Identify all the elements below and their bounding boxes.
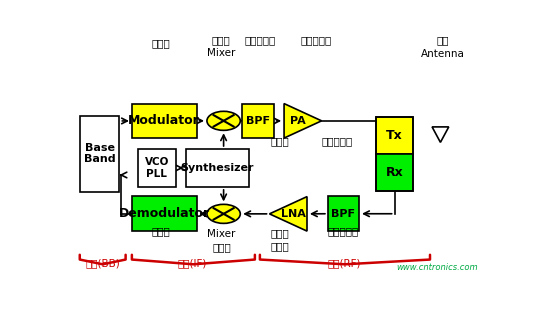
FancyBboxPatch shape: [132, 197, 196, 231]
Text: LNA: LNA: [281, 209, 306, 219]
Text: 合成器: 合成器: [271, 137, 289, 146]
FancyBboxPatch shape: [80, 116, 119, 192]
Text: 調變器: 調變器: [152, 38, 171, 48]
FancyBboxPatch shape: [138, 149, 175, 187]
Text: 混頻器: 混頻器: [212, 242, 231, 252]
Text: Synthesizer: Synthesizer: [181, 163, 254, 173]
Text: 天線: 天線: [436, 36, 449, 45]
Text: 混頻器: 混頻器: [211, 36, 230, 45]
Text: PA: PA: [289, 116, 306, 126]
Text: VCO
PLL: VCO PLL: [145, 157, 169, 179]
Text: Rx: Rx: [386, 166, 404, 179]
Text: Base
Band: Base Band: [84, 143, 115, 164]
Polygon shape: [270, 197, 307, 231]
Text: 帶通濾波器: 帶通濾波器: [328, 226, 359, 236]
Text: 低雜訊: 低雜訊: [271, 228, 289, 238]
Circle shape: [207, 111, 240, 130]
Text: 傳送接收器: 傳送接收器: [322, 137, 353, 146]
Text: 帶通濾波器: 帶通濾波器: [244, 36, 275, 45]
Text: 解調器: 解調器: [152, 226, 171, 236]
Text: BPF: BPF: [331, 209, 356, 219]
Polygon shape: [284, 104, 322, 138]
FancyBboxPatch shape: [328, 197, 359, 231]
Text: Antenna: Antenna: [421, 49, 464, 59]
Polygon shape: [432, 127, 449, 142]
FancyBboxPatch shape: [186, 149, 249, 187]
Text: BPF: BPF: [246, 116, 270, 126]
Text: www.cntronics.com: www.cntronics.com: [397, 263, 478, 272]
Text: 放大器: 放大器: [271, 241, 289, 251]
Text: 功率放大器: 功率放大器: [301, 36, 332, 45]
FancyBboxPatch shape: [376, 117, 413, 154]
Text: 射頻(RF): 射頻(RF): [328, 258, 362, 268]
Text: 中頻(IF): 中頻(IF): [178, 258, 207, 268]
FancyBboxPatch shape: [376, 154, 413, 191]
Text: Modulator: Modulator: [129, 114, 200, 127]
Text: Mixer: Mixer: [207, 229, 236, 239]
Text: Tx: Tx: [386, 129, 403, 142]
Circle shape: [207, 204, 240, 223]
Text: Mixer: Mixer: [207, 49, 235, 58]
FancyBboxPatch shape: [132, 104, 196, 138]
Text: 基頻(BB): 基頻(BB): [86, 258, 120, 268]
FancyBboxPatch shape: [242, 104, 274, 138]
Text: Demodulator: Demodulator: [118, 207, 210, 220]
